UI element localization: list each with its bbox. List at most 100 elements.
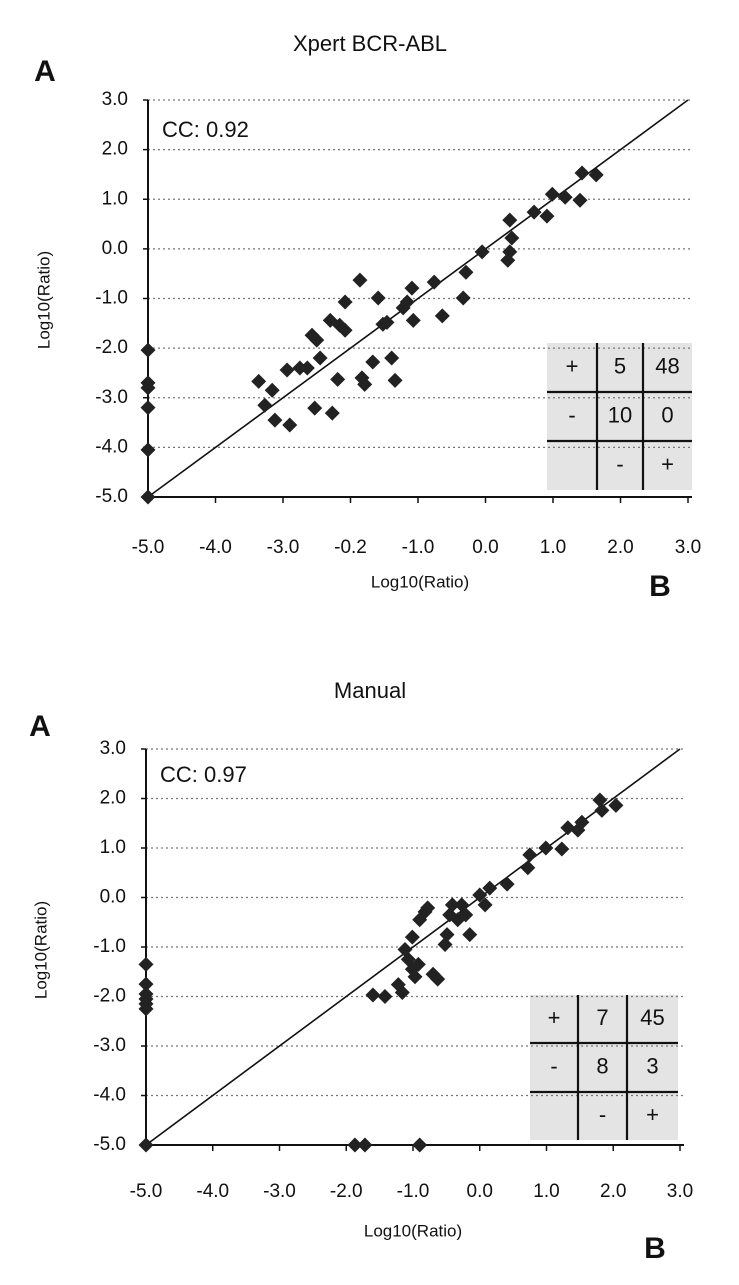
table-row-label: + (566, 353, 579, 378)
x-axis-label: Log10(Ratio) (371, 572, 469, 591)
point (370, 290, 386, 306)
point (307, 400, 323, 416)
point (379, 314, 395, 330)
point (264, 382, 280, 398)
point (502, 244, 518, 260)
y-tick-label: 2.0 (100, 788, 126, 809)
point (574, 814, 590, 830)
panel-label: A (34, 55, 56, 88)
x-tick-label: -2.0 (330, 1181, 363, 1202)
point (299, 360, 315, 376)
point (588, 167, 604, 183)
point (594, 802, 610, 818)
x-tick-label: 3.0 (675, 537, 701, 558)
point (458, 907, 474, 923)
y-tick-label: -3.0 (93, 1035, 126, 1056)
point (337, 322, 353, 338)
y-tick-label: 1.0 (100, 837, 126, 858)
table-cell: 3 (646, 1053, 658, 1078)
x-tick-label: 2.0 (607, 537, 633, 558)
x-tick-label: -1.0 (402, 537, 435, 558)
x-tick-label: -4.0 (196, 1181, 229, 1202)
point (520, 860, 536, 876)
y-tick-label: -5.0 (95, 486, 128, 507)
point (474, 244, 490, 260)
point (140, 442, 156, 458)
table-cell: 48 (655, 353, 679, 378)
point (140, 380, 156, 396)
point (377, 989, 393, 1004)
point (426, 274, 442, 290)
y-tick-label: 3.0 (102, 89, 128, 110)
table-cell: 7 (596, 1005, 608, 1030)
point (500, 252, 516, 268)
point (410, 956, 426, 972)
y-tick-label: 2.0 (102, 139, 128, 160)
x-axis-label: Log10(Ratio) (364, 1221, 462, 1240)
point (444, 897, 460, 913)
x-tick-label: -4.0 (199, 537, 232, 558)
point (324, 405, 340, 421)
point (407, 969, 423, 985)
y-tick-label: -2.0 (95, 337, 128, 358)
annotation: CC: 0.97 (160, 762, 247, 787)
x-tick-label: 0.0 (472, 537, 498, 558)
point (352, 272, 368, 288)
x-tick-label: -0.2 (334, 537, 367, 558)
point (557, 189, 573, 205)
point (357, 376, 373, 392)
point (560, 820, 576, 836)
point (357, 1137, 373, 1153)
x-tick-label: -3.0 (263, 1181, 296, 1202)
point (394, 985, 410, 1001)
point (405, 312, 421, 328)
point (387, 372, 403, 388)
point (384, 350, 400, 366)
y-tick-label: -1.0 (95, 288, 128, 309)
x-tick-label: 3.0 (667, 1181, 693, 1202)
point (472, 887, 488, 903)
x-tick-label: 0.0 (467, 1181, 493, 1202)
x-tick-label: 1.0 (533, 1181, 559, 1202)
y-axis-label: Log10(Ratio) (31, 901, 50, 999)
annotation-background (158, 116, 278, 146)
x-tick-label: -5.0 (130, 1181, 163, 1202)
point (138, 976, 154, 992)
point (404, 929, 420, 945)
point (437, 937, 453, 953)
point (439, 927, 455, 943)
point (140, 400, 156, 416)
point (309, 332, 325, 348)
point (347, 1137, 363, 1153)
point (539, 208, 555, 224)
point (554, 841, 570, 857)
table-cell: 0 (661, 402, 673, 427)
x-tick-label: 1.0 (540, 537, 566, 558)
table-cell: 8 (596, 1053, 608, 1078)
point (337, 294, 353, 310)
point (462, 927, 478, 943)
table-cell: 5 (614, 353, 626, 378)
identity-line (145, 748, 681, 1146)
point (257, 397, 273, 413)
y-tick-label: -3.0 (95, 387, 128, 408)
point (544, 186, 560, 202)
point (482, 880, 498, 896)
point (458, 264, 474, 280)
point (267, 412, 283, 428)
point (312, 350, 328, 366)
point (140, 489, 156, 505)
point (420, 900, 436, 916)
point (138, 1137, 154, 1153)
point (140, 342, 156, 358)
point (404, 280, 420, 296)
point (365, 987, 381, 1003)
y-tick-label: -1.0 (93, 936, 126, 957)
table-col-label: - (616, 451, 623, 476)
point (330, 371, 346, 387)
table-cell: 45 (640, 1005, 664, 1030)
point (434, 308, 450, 324)
point (430, 971, 446, 987)
